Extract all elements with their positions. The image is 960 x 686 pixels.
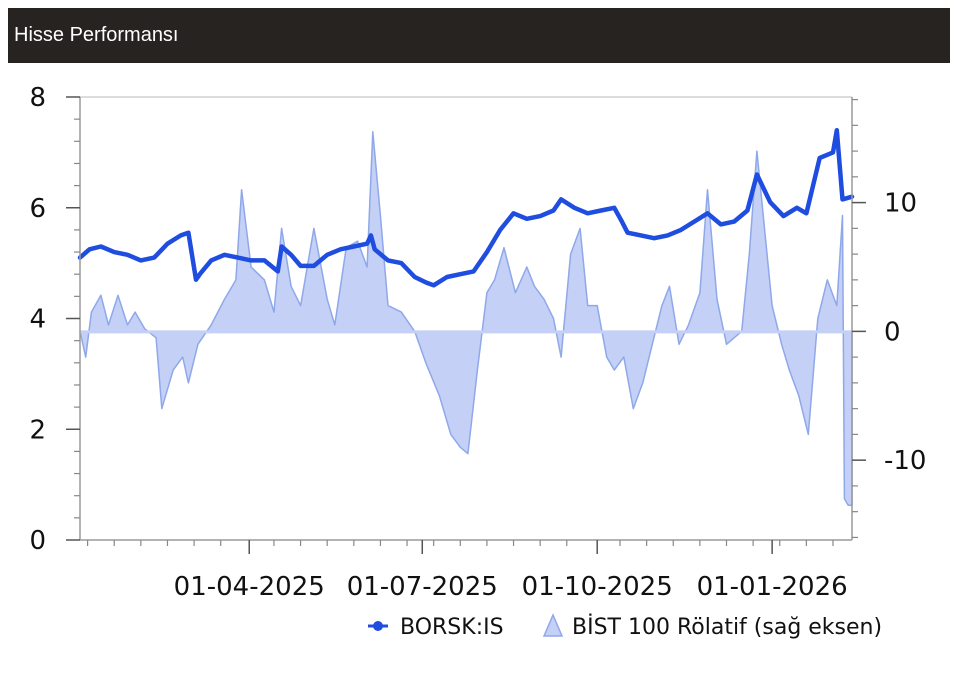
left-axis-tick-label: 6 bbox=[29, 194, 46, 224]
left-axis-tick-label: 8 bbox=[29, 83, 46, 113]
left-axis-tick-label: 2 bbox=[29, 415, 46, 445]
x-axis-tick-label: 01-10-2025 bbox=[522, 572, 673, 602]
axis-layer: 0 2 4 6 8 -10 0 10 01-04-2025 01-07-2025 01-10-202… bbox=[29, 83, 926, 602]
x-axis-tick-label: 01-07-2025 bbox=[347, 572, 498, 602]
chart-legend: BORSK:IS BİST 100 Rölatif (sağ eksen) bbox=[368, 613, 882, 640]
relative-area-series bbox=[79, 131, 853, 506]
x-axis-tick-label: 01-04-2025 bbox=[174, 572, 325, 602]
price-line-series bbox=[77, 127, 855, 288]
relative-area-layer bbox=[79, 131, 853, 506]
legend-line-label: BORSK:IS bbox=[400, 615, 504, 640]
right-axis-tick-label: -10 bbox=[884, 446, 926, 476]
right-axis-tick-label: 0 bbox=[884, 317, 901, 347]
x-axis-tick-label: 01-01-2026 bbox=[697, 572, 848, 602]
chart-header-title: Hisse Performansı bbox=[14, 24, 179, 46]
plot-frame bbox=[79, 96, 853, 541]
right-axis-tick-label: 10 bbox=[884, 189, 917, 219]
relative-zero-band bbox=[80, 330, 852, 334]
legend-area-swatch bbox=[542, 613, 564, 637]
left-axis-tick-label: 4 bbox=[29, 305, 46, 335]
legend-line-marker bbox=[373, 621, 383, 631]
price-line-layer bbox=[77, 127, 855, 288]
left-axis-tick-label: 0 bbox=[29, 526, 46, 556]
legend-area-label: BİST 100 Rölatif (sağ eksen) bbox=[572, 614, 882, 640]
chart-header: Hisse Performansı bbox=[8, 8, 950, 63]
